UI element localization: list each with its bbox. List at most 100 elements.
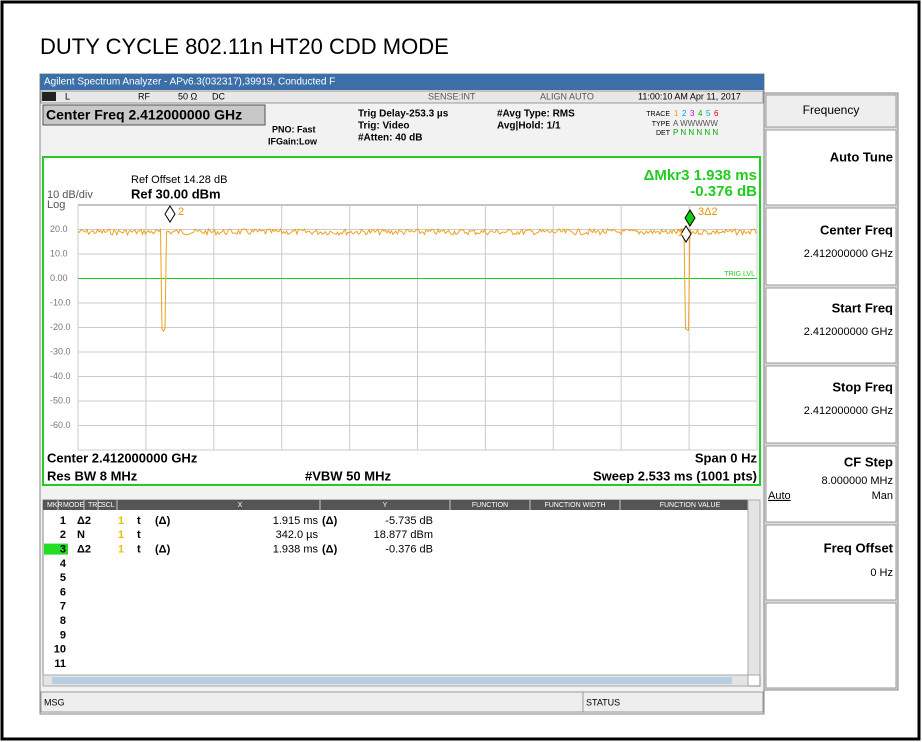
softkey — [765, 94, 897, 128]
avg-hold: Avg|Hold: 1/1 — [497, 121, 561, 132]
title-bar — [40, 74, 764, 90]
ref-level: Ref 30.00 dBm — [131, 186, 221, 201]
table-cell: N — [77, 529, 85, 541]
softkey[interactable] — [765, 287, 897, 364]
status-impedance: 50 Ω — [178, 91, 198, 101]
table-cell: t — [137, 544, 141, 556]
table-cell: Δ2 — [77, 544, 91, 556]
start-freq-key[interactable]: Start Freq — [832, 300, 893, 315]
table-cell: 8 — [60, 615, 66, 627]
marker-label: 3Δ2 — [698, 206, 718, 218]
softkey[interactable] — [765, 129, 897, 206]
start-freq-value: 2.412000000 GHz — [804, 326, 893, 338]
table-cell: Δ2 — [77, 515, 91, 527]
table-cell: 1 — [118, 544, 124, 556]
softkey[interactable] — [765, 207, 897, 286]
center-freq-setting: Center Freq 2.412000000 GHz — [46, 107, 242, 123]
y-label: -10.0 — [50, 297, 71, 307]
freq-offset-value: 0 Hz — [870, 567, 893, 579]
softkey[interactable] — [765, 602, 897, 689]
marker-label: 1 — [678, 227, 684, 239]
table-cell: t — [137, 515, 141, 527]
h-scroll-thumb[interactable] — [52, 677, 732, 684]
marker-table — [42, 499, 761, 687]
col-header: X — [238, 502, 243, 509]
trace-number: 3 — [690, 109, 695, 118]
table-cell: 6 — [60, 586, 66, 598]
cf-man[interactable]: Man — [872, 490, 893, 502]
table-cell: 1.915 ms — [273, 515, 319, 527]
trace-number: 5 — [706, 109, 711, 118]
page-title: DUTY CYCLE 802.11n HT20 CDD MODE — [40, 34, 449, 59]
center-freq-box — [42, 104, 266, 126]
res-bw: Res BW 8 MHz — [47, 468, 138, 483]
scale: 10 dB/div — [47, 189, 93, 201]
trig-label: TRIG LVL — [724, 271, 755, 278]
col-header: SCL — [101, 502, 115, 509]
y-label: -60.0 — [50, 420, 71, 430]
table-cell: 5 — [60, 572, 66, 584]
table-cell: (Δ) — [155, 544, 171, 556]
y-label: 20.0 — [50, 224, 68, 234]
avg-type: #Avg Type: RMS — [497, 109, 575, 120]
table-cell: 1.938 ms — [273, 544, 319, 556]
col-header: FUNCTION WIDTH — [544, 502, 605, 509]
softkey[interactable] — [765, 445, 897, 523]
table-header — [43, 500, 748, 510]
table-cell: 1 — [118, 529, 124, 541]
center: Center 2.412000000 GHz — [47, 450, 198, 465]
table-cell: (Δ) — [322, 544, 338, 556]
table-cell: 4 — [60, 558, 67, 570]
active-row-highlight — [44, 543, 68, 555]
trig: Trig: Video — [358, 121, 410, 132]
softkey[interactable] — [765, 365, 897, 444]
col-header: FUNCTION — [472, 502, 508, 509]
det-label: DET — [656, 130, 671, 137]
table-cell: 11 — [54, 658, 66, 670]
table-cell: 342.0 µs — [276, 529, 319, 541]
cf-step-key[interactable]: CF Step — [844, 454, 893, 469]
stop-freq-key[interactable]: Stop Freq — [832, 379, 893, 394]
col-header: TRC — [88, 502, 102, 509]
trace — [77, 227, 757, 332]
status-row — [40, 90, 764, 104]
trace-types: A WWWWW — [673, 119, 718, 128]
softkey[interactable] — [765, 524, 897, 601]
pno: PNO: Fast — [272, 124, 316, 134]
menu-title: Frequency — [803, 103, 860, 117]
type-label: TYPE — [652, 121, 671, 128]
table-cell: 1 — [60, 515, 66, 527]
center-freq-key[interactable]: Center Freq — [820, 222, 893, 237]
vbw: #VBW 50 MHz — [305, 468, 391, 483]
msg: MSG — [44, 697, 65, 707]
y-label: 0.00 — [50, 273, 68, 283]
auto-tune[interactable]: Auto Tune — [830, 149, 893, 164]
table-cell: 9 — [60, 629, 66, 641]
window-title: Agilent Spectrum Analyzer - APv6.3(03231… — [44, 77, 335, 88]
trace-label: TRACE — [646, 111, 670, 118]
table-cell: 2 — [60, 529, 66, 541]
table-cell: 7 — [60, 601, 66, 613]
table-cell: -5.735 dB — [385, 515, 433, 527]
graph-frame — [42, 156, 761, 486]
trace-number: 2 — [682, 109, 687, 118]
table-cell: (Δ) — [155, 515, 171, 527]
y-label: -50.0 — [50, 395, 71, 405]
table-cell: (Δ) — [322, 515, 338, 527]
v-scrollbar[interactable] — [747, 499, 761, 676]
marker — [680, 225, 692, 243]
table-cell: 10 — [54, 644, 66, 656]
msg-bar — [40, 691, 764, 713]
span: Span 0 Hz — [695, 450, 758, 465]
trace-number: 4 — [698, 109, 703, 118]
table-cell: 18.877 dBm — [374, 529, 433, 541]
lxi-icon — [42, 92, 56, 101]
trace-dets: P N N N N N — [673, 128, 718, 137]
sweep: Sweep 2.533 ms (1001 pts) — [593, 468, 757, 483]
cf-auto[interactable]: Auto — [768, 490, 791, 502]
freq-offset-key[interactable]: Freq Offset — [824, 540, 894, 555]
table-cell: -0.376 dB — [385, 544, 433, 556]
ifgain: IFGain:Low — [268, 136, 318, 146]
status-rf: RF — [138, 91, 150, 101]
